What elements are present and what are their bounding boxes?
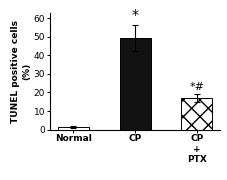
Y-axis label: TUNEL positive cells
(%): TUNEL positive cells (%)	[11, 20, 31, 123]
Bar	[182, 98, 212, 130]
Text: *: *	[132, 8, 138, 22]
Bar	[58, 127, 89, 130]
Text: *#: *#	[190, 82, 205, 91]
Bar	[120, 38, 151, 130]
